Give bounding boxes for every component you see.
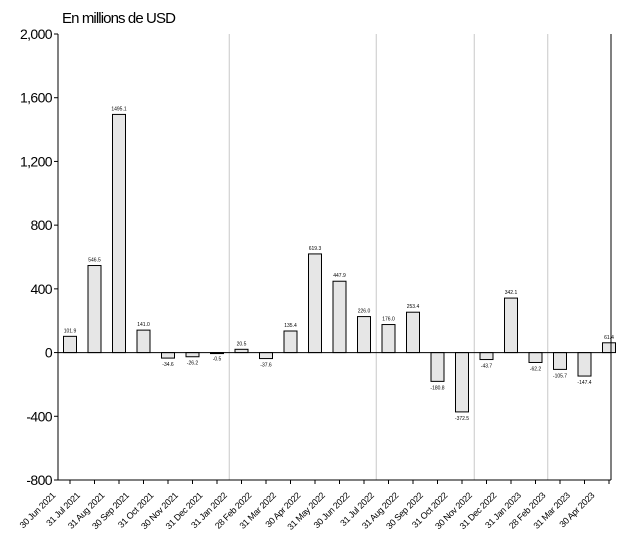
data-label: 141.0 <box>137 322 150 328</box>
data-label: 253.4 <box>407 304 420 310</box>
data-label: -43.7 <box>481 364 493 370</box>
data-label: 61.4 <box>604 335 614 341</box>
y-tick-label: 1,200 <box>20 153 53 169</box>
data-label: -180.8 <box>430 385 444 391</box>
data-label: 342.1 <box>505 290 518 296</box>
data-label: -105.7 <box>553 373 567 379</box>
axis-layer <box>54 33 612 484</box>
data-label: 619.3 <box>309 246 322 252</box>
bar <box>553 352 567 370</box>
y-tick-label: -400 <box>26 408 52 424</box>
data-label: 20.5 <box>237 341 247 347</box>
bar <box>185 352 200 358</box>
bar <box>577 352 592 377</box>
bar <box>308 253 322 354</box>
y-tick-label: 1,600 <box>20 90 53 106</box>
y-tick-label: 2,000 <box>20 26 53 42</box>
bar <box>528 352 543 363</box>
data-label: -37.6 <box>260 363 272 369</box>
bar <box>112 113 126 354</box>
bar <box>63 335 77 354</box>
bar <box>602 342 616 354</box>
bar <box>406 311 420 354</box>
data-label: 176.0 <box>382 317 395 323</box>
bar <box>504 297 518 354</box>
data-label: -26.2 <box>187 361 199 367</box>
unit-label: En millions de USD <box>62 10 176 27</box>
data-label: 226.0 <box>358 309 371 315</box>
y-tick-label: 400 <box>30 281 52 297</box>
bar <box>283 330 298 354</box>
data-label: 1495.1 <box>111 106 127 112</box>
y-tick-label: 0 <box>45 345 53 361</box>
bar <box>455 352 469 413</box>
bar <box>136 329 151 354</box>
bar <box>357 316 371 354</box>
bar <box>259 352 273 360</box>
data-label: 546.5 <box>88 258 101 264</box>
data-label: 101.9 <box>64 328 77 334</box>
data-label: -34.6 <box>162 362 174 368</box>
bar-layer <box>63 113 616 413</box>
bar <box>479 352 494 361</box>
bar <box>381 324 396 354</box>
y-tick-label: 800 <box>30 217 52 233</box>
y-tick-label: -800 <box>26 472 52 488</box>
bar <box>430 352 445 382</box>
data-label: -147.4 <box>577 380 591 386</box>
data-label: -62.2 <box>530 366 542 372</box>
bar <box>332 280 347 354</box>
data-label: -372.5 <box>455 416 469 422</box>
data-label: -0.5 <box>213 357 222 363</box>
bar <box>87 265 102 354</box>
data-label: 447.9 <box>333 273 346 279</box>
bar <box>161 352 175 359</box>
grid-layer <box>228 34 549 480</box>
data-label: 135.4 <box>284 323 297 329</box>
